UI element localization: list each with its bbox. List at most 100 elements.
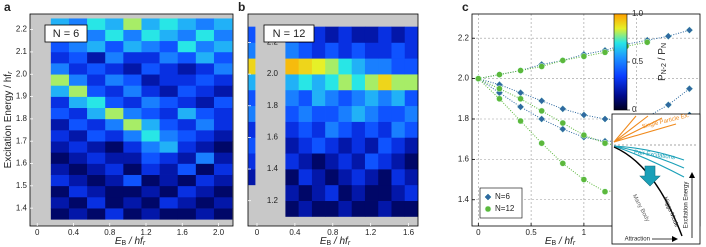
heatmap-cell (285, 105, 299, 122)
heatmap-cell (195, 18, 215, 30)
heatmap-cell (195, 185, 215, 198)
label-part: r (348, 240, 351, 247)
heatmap-cell (123, 185, 142, 198)
heatmap-cell (364, 184, 379, 201)
heatmap-cell (159, 107, 179, 120)
label-part: E (115, 236, 122, 247)
colorbar-tick-label: 1.0 (632, 9, 644, 18)
heatmap-cell (105, 185, 124, 198)
heatmap-cell (195, 141, 215, 153)
heatmap-cell (195, 152, 215, 164)
y-tick-label: 1.8 (458, 114, 470, 123)
heatmap-cell (105, 130, 124, 142)
heatmap-cell (378, 26, 392, 43)
heatmap-cell (177, 141, 197, 153)
x-axis-label: EB / hfr (320, 236, 351, 247)
heatmap-cell (195, 96, 215, 109)
heatmap-cell (213, 74, 233, 86)
heatmap-cell (141, 40, 160, 53)
heatmap-cell (177, 96, 197, 109)
heatmap-cell (351, 26, 366, 43)
heatmap-cell (338, 153, 353, 170)
label-box (263, 24, 315, 43)
heatmap-cell (159, 51, 179, 64)
heatmap-cell (195, 40, 215, 53)
heatmap-cell (311, 42, 326, 59)
heatmap-cell (213, 163, 233, 175)
heatmap-cell (123, 96, 142, 109)
heatmap-cell (248, 105, 256, 122)
heatmap-cell (105, 107, 124, 120)
heatmap-cell (159, 74, 179, 86)
heatmap-cell (123, 63, 142, 75)
heatmap-cell (325, 58, 339, 75)
heatmap-cell (105, 208, 124, 220)
inset-text: Excitation Energy (684, 182, 690, 229)
heatmap-cell (213, 96, 233, 109)
heatmap-cell (87, 152, 106, 164)
label-part: / hf (556, 236, 574, 247)
heatmap-cell (50, 118, 70, 131)
heatmap-cell (50, 63, 70, 75)
heatmap-cell (311, 26, 326, 43)
heatmap-cell (123, 196, 142, 209)
heatmap-cell (87, 63, 106, 75)
pair-lines (613, 145, 685, 178)
marker (496, 95, 503, 103)
heatmap-cell (177, 74, 197, 86)
heatmap-cell (177, 29, 197, 42)
heatmap-cell (68, 63, 88, 75)
heatmap-cell (351, 89, 366, 107)
heatmap-cell (364, 89, 379, 107)
heatmap-cell (123, 74, 142, 86)
legend-box (479, 187, 523, 219)
marker (580, 176, 588, 183)
label-box (44, 24, 88, 43)
heatmap-cell (311, 153, 326, 170)
heatmap-cell (364, 169, 379, 186)
marker (496, 71, 503, 78)
heatmap-cell (105, 29, 124, 42)
heatmap-cell (177, 51, 197, 64)
heatmap-cell (50, 107, 70, 120)
arrow (639, 165, 661, 187)
heatmap-cell (378, 200, 392, 217)
heatmap-cell (141, 29, 160, 42)
heatmap-cell (159, 40, 179, 53)
heatmap-cell (123, 85, 142, 97)
x-tick-label: 0.8 (104, 228, 116, 237)
heatmap-cell (325, 74, 339, 91)
heatmap-cell (87, 185, 106, 198)
heatmap-cell (248, 74, 256, 91)
heatmap-cell (195, 29, 215, 42)
legend-label: N=6 (495, 192, 510, 201)
y-tick-label: 1.2 (267, 196, 279, 205)
heatmap-cell (68, 85, 88, 97)
heatmap-cell (213, 40, 233, 53)
heatmap-cell (68, 141, 88, 153)
heatmap-cell (213, 18, 233, 30)
heatmap-cell (195, 130, 215, 142)
heatmap-cell (141, 85, 160, 97)
heatmap-cell (105, 118, 124, 131)
heatmap-cell (285, 58, 299, 75)
marker (496, 85, 503, 92)
arrow-head (672, 236, 678, 242)
heatmap-cell (68, 74, 88, 86)
heatmap-cell (87, 141, 106, 153)
x-tick-label: 0.8 (327, 228, 339, 237)
heatmap-cell (248, 121, 256, 138)
heatmap-cell (105, 63, 124, 75)
heatmap-cell (213, 141, 233, 153)
heatmap-cell (105, 74, 124, 86)
heatmap-cell (378, 121, 392, 138)
heatmap-cell (68, 152, 88, 164)
label-part: B (326, 240, 331, 247)
heatmap-cell (378, 42, 392, 59)
heatmap-cell (105, 141, 124, 153)
heatmap-cell (311, 58, 326, 75)
heatmap-cell (325, 26, 339, 43)
heatmap-cell (177, 130, 197, 142)
marker (559, 57, 567, 64)
heatmap-cell (298, 184, 313, 201)
